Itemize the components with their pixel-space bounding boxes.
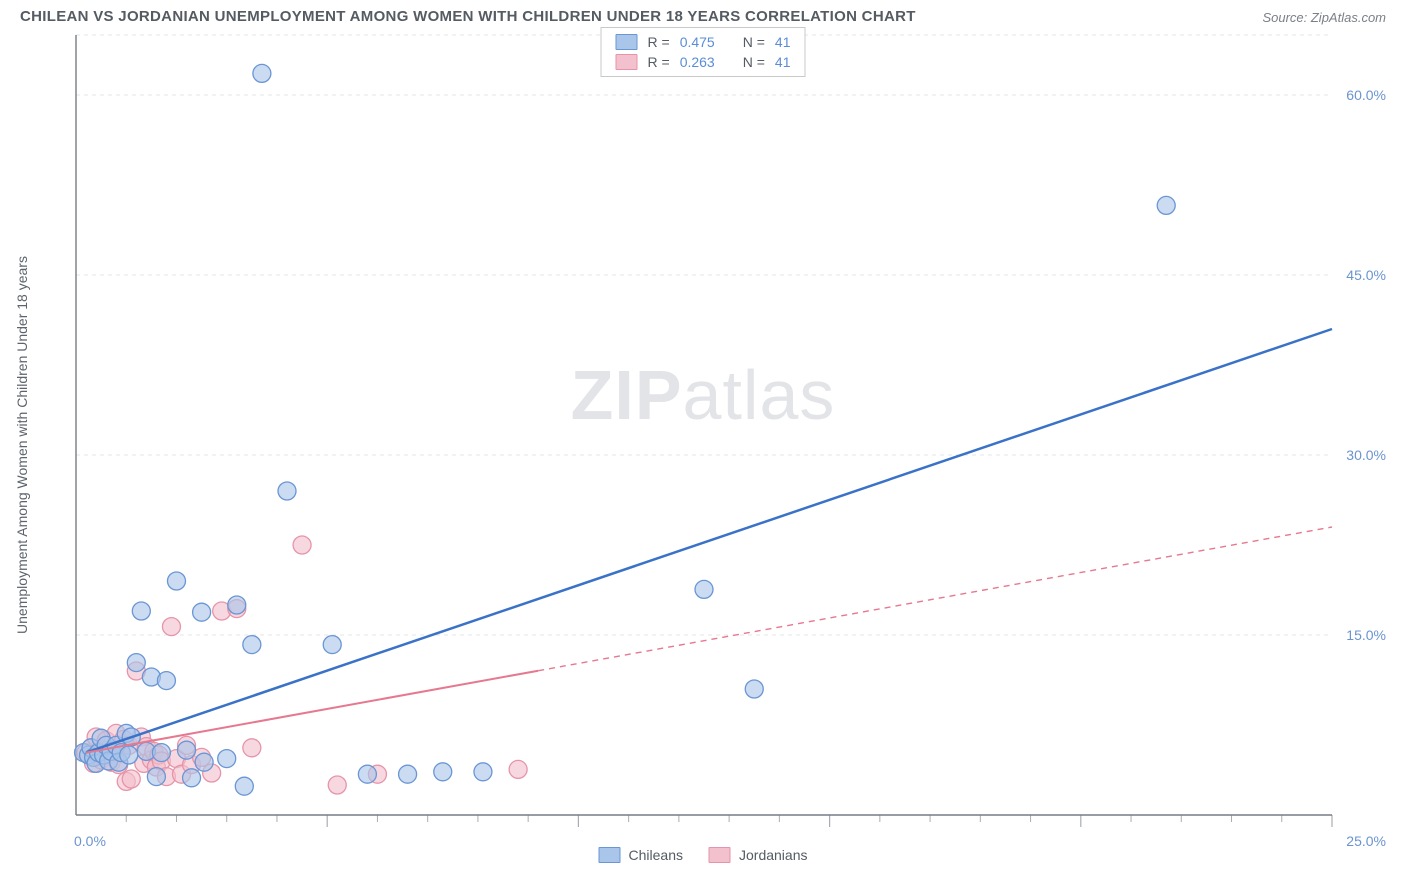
n-label: N = [743,54,765,70]
r-value-chileans: 0.475 [680,34,715,50]
legend-label: Jordanians [739,847,808,863]
legend-item-chileans: Chileans [599,847,683,863]
bottom-legend: Chileans Jordanians [599,847,808,863]
chart-container: CHILEAN VS JORDANIAN UNEMPLOYMENT AMONG … [0,0,1406,892]
swatch-chileans [599,847,621,863]
n-label: N = [743,34,765,50]
n-value-jordanians: 41 [775,54,791,70]
y-tick-label: 30.0% [1346,447,1386,463]
r-label: R = [648,34,670,50]
legend-label: Chileans [629,847,683,863]
swatch-chileans [616,34,638,50]
chart-area: Unemployment Among Women with Children U… [12,25,1394,865]
y-tick-label: 45.0% [1346,267,1386,283]
y-tick-label: 60.0% [1346,87,1386,103]
r-label: R = [648,54,670,70]
y-axis-label: Unemployment Among Women with Children U… [14,256,30,634]
header-row: CHILEAN VS JORDANIAN UNEMPLOYMENT AMONG … [12,8,1394,25]
x-origin-label: 0.0% [74,833,106,849]
x-end-label: 25.0% [1346,833,1386,849]
y-tick-label: 15.0% [1346,627,1386,643]
stats-row-chileans: R = 0.475 N = 41 [602,32,805,52]
swatch-jordanians [709,847,731,863]
plot-svg [62,25,1402,865]
stats-row-jordanians: R = 0.263 N = 41 [602,52,805,72]
r-value-jordanians: 0.263 [680,54,715,70]
legend-item-jordanians: Jordanians [709,847,808,863]
source-label: Source: ZipAtlas.com [1262,8,1386,25]
stats-legend: R = 0.475 N = 41 R = 0.263 N = 41 [601,27,806,77]
swatch-jordanians [616,54,638,70]
n-value-chileans: 41 [775,34,791,50]
chart-title: CHILEAN VS JORDANIAN UNEMPLOYMENT AMONG … [20,8,916,25]
